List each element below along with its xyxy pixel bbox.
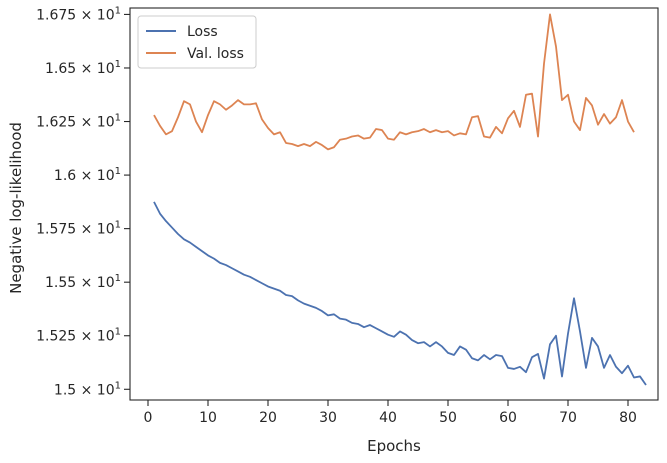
y-tick-label: 1.625 × 101 [36, 113, 121, 131]
series-line-val-loss [153, 13, 635, 151]
series-line-loss [153, 201, 647, 386]
legend-label-loss: Loss [187, 24, 218, 40]
x-tick-label: 40 [379, 410, 397, 426]
y-tick-label: 1.575 × 101 [36, 220, 121, 238]
y-tick-label: 1.5 × 101 [54, 380, 121, 398]
axes: 0 10 20 30 40 50 60 70 80 1.5 × 101 1.525 × 101 1.5… [36, 5, 659, 426]
x-tick-label: 0 [144, 410, 153, 426]
x-tick-label: 10 [199, 410, 217, 426]
y-tick-label: 1.675 × 101 [36, 5, 121, 23]
x-tick-label: 50 [439, 410, 457, 426]
axes-frame [129, 7, 659, 401]
y-tick-label: 1.525 × 101 [36, 327, 121, 345]
data-lines [153, 13, 647, 386]
y-tick-label: 1.6 × 101 [54, 166, 121, 184]
x-tick-label: 20 [259, 410, 277, 426]
x-tick-label: 30 [319, 410, 337, 426]
legend-label-val-loss: Val. loss [187, 46, 244, 62]
legend-box [137, 15, 257, 69]
y-tick-label: 1.65 × 101 [45, 59, 121, 77]
plot-area [130, 8, 658, 400]
legend: Loss Val. loss [137, 15, 257, 69]
x-tick-label: 60 [499, 410, 517, 426]
y-tick-label: 1.55 × 101 [45, 273, 121, 291]
y-axis-title: Negative log-likelihood [7, 122, 25, 294]
x-axis-title: Epochs [367, 437, 421, 455]
x-tick-label: 80 [619, 410, 637, 426]
x-tick-label: 70 [559, 410, 577, 426]
